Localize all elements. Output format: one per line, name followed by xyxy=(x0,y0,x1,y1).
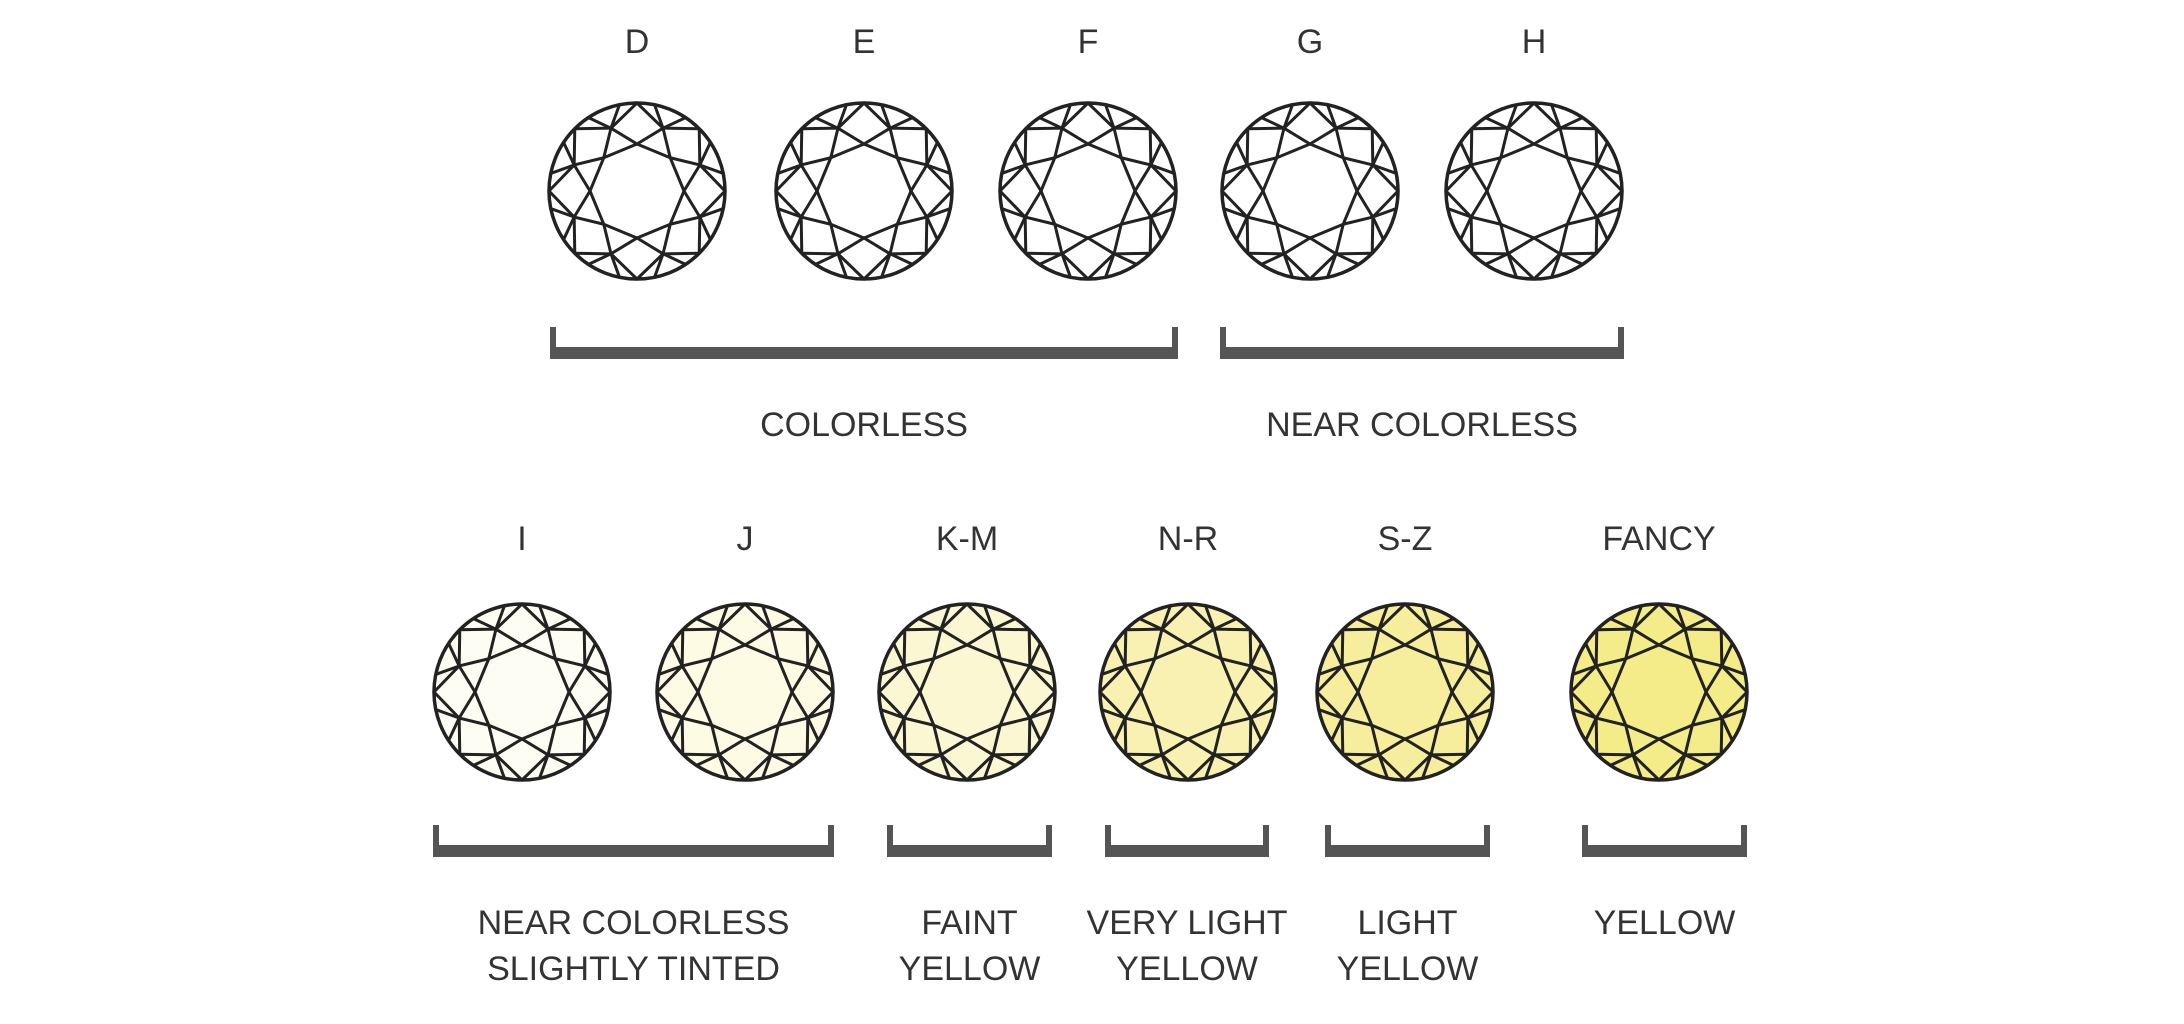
grade-letter: G xyxy=(1296,23,1324,61)
grade-letter: S-Z xyxy=(1377,520,1433,558)
grade-letter: H xyxy=(1521,23,1547,61)
group-label-line: NEAR COLORLESS xyxy=(477,904,790,942)
group-label: VERY LIGHT YELLOW xyxy=(1087,900,1288,992)
group-label-line: YELLOW xyxy=(1336,950,1479,988)
group-label-line: COLORLESS xyxy=(760,406,968,444)
group-label: COLORLESS xyxy=(760,402,968,448)
grade-letter: J xyxy=(736,520,754,558)
group-bracket xyxy=(1582,825,1747,857)
grade-letter: N-R xyxy=(1157,520,1219,558)
group-label-line: SLIGHTLY TINTED xyxy=(487,950,780,988)
group-label-line: VERY LIGHT xyxy=(1086,904,1288,942)
group-bracket xyxy=(1220,327,1624,359)
grade-letter: D xyxy=(624,23,650,61)
group-label: NEAR COLORLESS xyxy=(1266,402,1578,448)
diamond-icon xyxy=(1439,96,1629,286)
diamond-icon xyxy=(1564,597,1754,787)
diamond-icon xyxy=(1310,597,1500,787)
group-label-line: NEAR COLORLESS xyxy=(1266,406,1578,444)
group-label: FAINT YELLOW xyxy=(899,900,1041,992)
grade-letter: FANCY xyxy=(1602,520,1716,558)
diamond-icon xyxy=(427,597,617,787)
diamond-icon xyxy=(542,96,732,286)
grade-letter: I xyxy=(517,520,527,558)
grade-letter: F xyxy=(1077,23,1099,61)
group-label-line: YELLOW xyxy=(1593,904,1736,942)
group-label-line: YELLOW xyxy=(898,950,1041,988)
grade-letter: E xyxy=(852,23,876,61)
diamond-icon xyxy=(993,96,1183,286)
group-bracket xyxy=(887,825,1052,857)
group-label-line: FAINT xyxy=(921,904,1018,942)
grade-letter: K-M xyxy=(935,520,999,558)
group-label-line: LIGHT xyxy=(1357,904,1458,942)
group-label: YELLOW xyxy=(1594,900,1736,946)
group-bracket xyxy=(1325,825,1490,857)
diamond-icon xyxy=(650,597,840,787)
group-bracket xyxy=(550,327,1178,359)
group-bracket xyxy=(433,825,834,857)
group-label: NEAR COLORLESS SLIGHTLY TINTED xyxy=(478,900,790,992)
group-label: LIGHT YELLOW xyxy=(1337,900,1479,992)
group-bracket xyxy=(1105,825,1269,857)
diamond-icon xyxy=(1215,96,1405,286)
group-label-line: YELLOW xyxy=(1116,950,1258,988)
diamond-icon xyxy=(872,597,1062,787)
diamond-icon xyxy=(1093,597,1283,787)
diamond-icon xyxy=(769,96,959,286)
